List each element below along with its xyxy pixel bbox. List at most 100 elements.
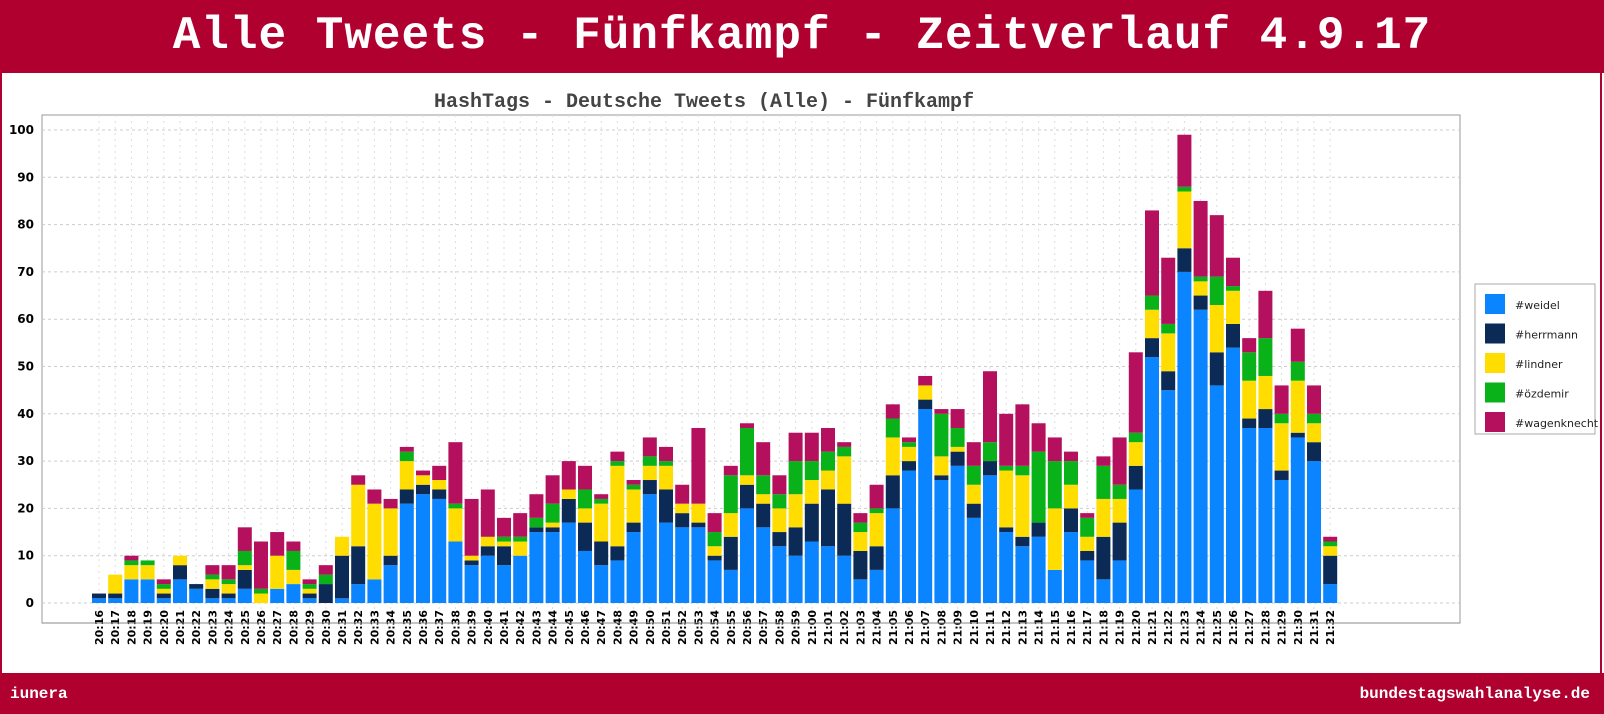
bar-segment <box>156 598 171 603</box>
bar-segment <box>772 475 787 495</box>
bar-segment <box>1209 385 1224 603</box>
bar-segment <box>578 465 592 490</box>
x-tick-label: 21:09 <box>952 610 965 645</box>
bar-segment <box>610 546 625 561</box>
x-tick-label: 20:17 <box>109 610 122 645</box>
bar-segment <box>448 508 463 542</box>
legend-swatch <box>1485 353 1505 373</box>
bar-segment <box>610 451 625 462</box>
bar-segment <box>594 494 609 499</box>
bar-segment <box>1193 200 1208 277</box>
x-tick-label: 21:01 <box>822 610 835 645</box>
bar-segment <box>869 484 884 509</box>
bar-segment <box>1226 257 1240 287</box>
bar-segment <box>1242 352 1257 381</box>
bar-segment <box>367 489 382 504</box>
x-tick-label: 20:51 <box>660 610 673 645</box>
bar-segment <box>594 541 609 566</box>
x-tick-label: 21:02 <box>838 610 851 645</box>
bar-segment <box>869 569 884 603</box>
x-tick-label: 21:30 <box>1292 610 1305 645</box>
bar-segment <box>821 546 835 603</box>
y-tick-label: 90 <box>17 170 34 184</box>
bar-segment <box>448 442 463 504</box>
bar-segment <box>1258 375 1273 410</box>
x-tick-label: 20:22 <box>190 610 203 645</box>
bar-segment <box>1307 442 1321 462</box>
bar-segment <box>237 565 252 570</box>
bar-segment <box>707 513 722 533</box>
bar-segment <box>788 527 803 556</box>
bar-segment <box>1323 536 1338 542</box>
bar-segment <box>950 446 965 452</box>
y-tick-label: 10 <box>17 549 34 563</box>
bar-segment <box>416 475 430 485</box>
bar-segment <box>950 465 965 603</box>
bar-segment <box>480 536 495 547</box>
bar-segment <box>1096 456 1111 466</box>
x-tick-label: 21:04 <box>871 610 884 645</box>
x-tick-label: 21:11 <box>984 610 997 645</box>
bar-segment <box>1128 352 1143 433</box>
bar-segment <box>480 546 495 556</box>
x-tick-label: 20:16 <box>93 610 106 645</box>
bar-segment <box>918 375 933 386</box>
y-tick-label: 50 <box>17 360 34 374</box>
bar-segment <box>286 550 301 570</box>
bar-segment <box>642 465 657 481</box>
x-tick-label: 20:25 <box>239 610 252 645</box>
bar-segment <box>221 565 236 580</box>
bar-segment <box>270 555 285 589</box>
bar-segment <box>1031 451 1046 523</box>
bar-segment <box>837 446 852 457</box>
bar-segment <box>529 517 544 528</box>
bar-segment <box>480 489 495 537</box>
bar-segment <box>432 498 447 603</box>
bar-segment <box>1031 522 1046 537</box>
bar-segment <box>869 513 884 547</box>
bar-segment <box>675 527 690 603</box>
bar-segment <box>221 579 236 585</box>
bar-segment <box>610 461 625 466</box>
bar-segment <box>707 555 722 561</box>
bar-segment <box>1307 413 1321 424</box>
x-tick-label: 21:28 <box>1259 610 1272 645</box>
x-tick-label: 20:19 <box>142 610 155 645</box>
bar-segment <box>821 470 835 490</box>
bar-segment <box>383 508 398 556</box>
x-tick-label: 20:31 <box>336 610 349 645</box>
bar-segment <box>464 555 479 561</box>
bar-segment <box>1047 569 1062 603</box>
bar-segment <box>237 569 252 589</box>
bar-segment <box>416 494 430 603</box>
bar-segment <box>1274 470 1289 481</box>
bar-segment <box>675 503 690 514</box>
bar-segment <box>934 413 949 457</box>
bar-segment <box>383 565 398 603</box>
legend-label: #özdemir <box>1515 388 1569 401</box>
bar-segment <box>626 522 641 533</box>
bar-segment <box>1080 560 1095 603</box>
bar-segment <box>270 532 285 556</box>
bar-segment <box>1193 281 1208 296</box>
bar-segment <box>885 475 900 509</box>
bar-segment <box>254 588 268 594</box>
bar-segment <box>1112 560 1127 603</box>
x-tick-label: 21:29 <box>1276 610 1289 645</box>
x-tick-label: 21:26 <box>1227 610 1240 645</box>
x-tick-label: 20:58 <box>773 610 786 645</box>
bar-segment <box>837 503 852 556</box>
bar-segment <box>1258 427 1273 603</box>
x-tick-label: 20:18 <box>125 610 138 645</box>
bar-segment <box>707 546 722 556</box>
bar-segment <box>659 446 673 462</box>
bar-segment <box>804 503 819 542</box>
bar-segment <box>1274 413 1289 424</box>
bar-segment <box>1112 484 1127 499</box>
bar-segment <box>659 489 673 523</box>
bar-segment <box>108 593 123 599</box>
bar-segment <box>723 513 738 537</box>
bar-segment <box>189 584 204 589</box>
bar-segment <box>950 409 965 428</box>
x-tick-label: 21:14 <box>1033 610 1046 645</box>
